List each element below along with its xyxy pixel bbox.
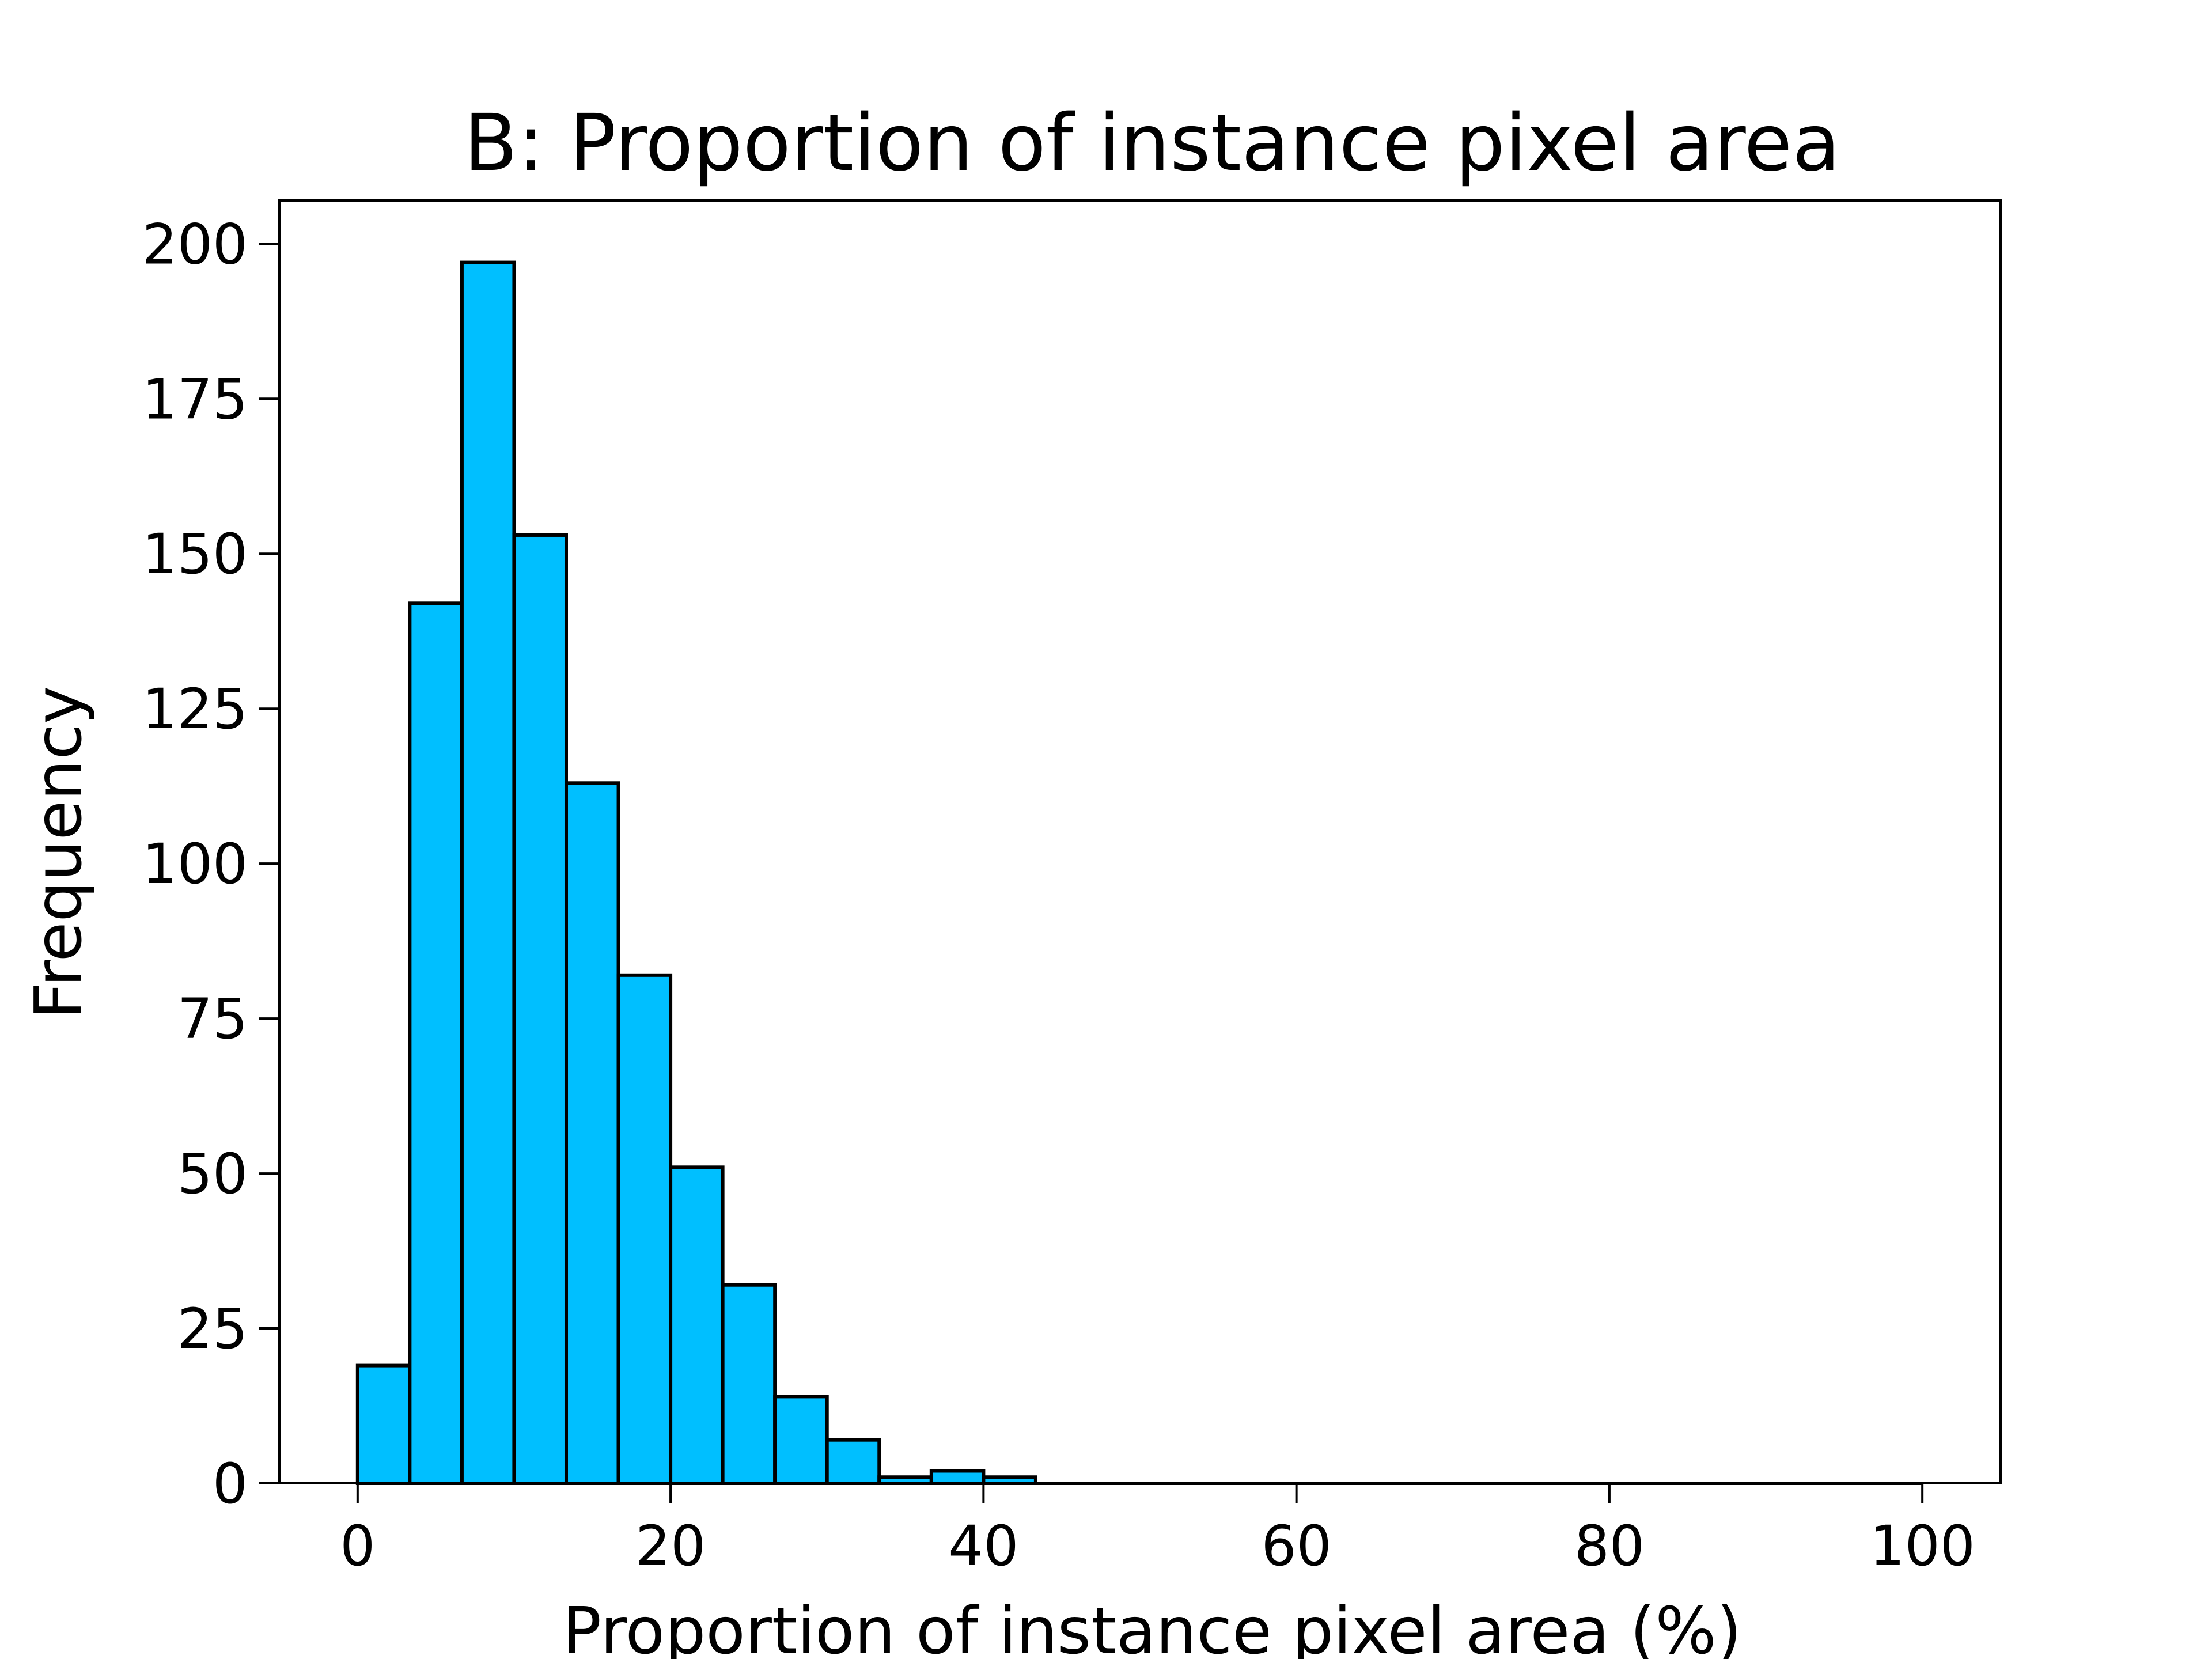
histogram-bar-11 [929,1469,986,1486]
y-tick-label-5: 125 [142,677,248,741]
x-tick-label-4: 80 [1574,1514,1645,1578]
x-tick-label-5: 100 [1870,1514,1975,1578]
histogram-bar-4 [564,781,620,1485]
y-tick-label-7: 175 [142,367,248,431]
histogram-bar-8 [773,1395,829,1485]
histogram-bar-3 [512,533,568,1485]
y-tick-label-4: 100 [142,832,248,896]
chart-title: B: Proportion of instance pixel area [464,98,1840,189]
histogram-bar-5 [616,973,673,1485]
y-tick-label-2: 50 [177,1142,248,1206]
x-tick-label-0: 0 [340,1514,375,1578]
histogram-bar-2 [460,260,516,1486]
y-tick-label-3: 75 [177,987,248,1051]
y-tick-label-1: 25 [177,1297,248,1361]
y-axis: 0 25 50 75 100 125 150 175 200 [142,212,279,1516]
histogram-bar-1 [408,601,464,1485]
bars [355,260,1037,1486]
y-tick-label-8: 200 [142,212,248,276]
x-tick-label-1: 20 [635,1514,706,1578]
plot-area [278,199,2002,1486]
y-tick-label-0: 0 [213,1452,248,1516]
x-axis-label: Proportion of instance pixel area (%) [563,1594,1742,1659]
y-axis-label: Frequency [21,686,96,1020]
histogram-bar-7 [721,1283,777,1486]
y-tick-label-6: 150 [142,522,248,586]
histogram-bar-0 [355,1363,412,1485]
axes-frame [278,199,2002,1484]
x-axis: 0 20 40 60 80 100 [340,1483,1975,1578]
x-tick-label-3: 60 [1262,1514,1332,1578]
histogram-bar-9 [825,1438,881,1486]
x-tick-label-2: 40 [948,1514,1018,1578]
histogram-bar-6 [669,1165,725,1485]
